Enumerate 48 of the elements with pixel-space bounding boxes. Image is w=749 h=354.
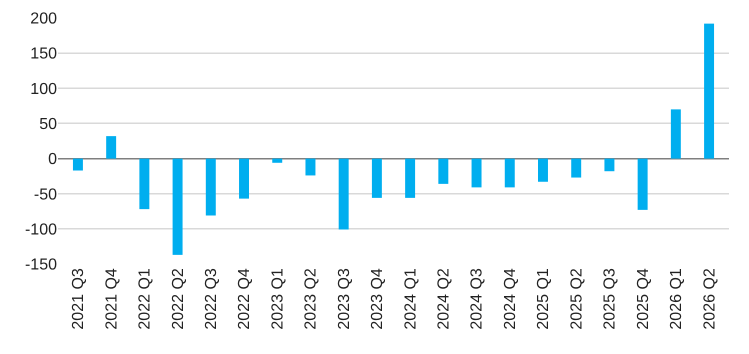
bar <box>272 158 282 163</box>
bar <box>504 158 515 188</box>
bar <box>405 158 416 198</box>
bar <box>72 158 83 171</box>
x-tick-label: 2022 Q4 <box>236 268 254 330</box>
x-tick-label: 2025 Q3 <box>602 268 619 330</box>
bar <box>571 158 582 178</box>
y-tick-label: -50 <box>34 186 58 204</box>
x-tick-label: 2026 Q1 <box>668 268 686 330</box>
bar <box>604 158 614 172</box>
x-tick-label: 2024 Q2 <box>436 268 453 330</box>
x-tick-label: 2021 Q4 <box>103 268 120 330</box>
bar <box>106 136 116 159</box>
bar <box>638 158 648 210</box>
bar <box>472 158 482 188</box>
x-tick-label: 2022 Q2 <box>170 268 187 330</box>
bar <box>206 158 216 216</box>
x-tick-label: 2024 Q1 <box>402 268 420 330</box>
bar <box>704 24 714 159</box>
bar <box>305 158 316 176</box>
x-tick-label: 2022 Q1 <box>136 268 154 330</box>
bar <box>139 158 150 210</box>
bar <box>438 158 448 184</box>
x-tick-label: 2025 Q1 <box>535 268 552 330</box>
x-tick-label: 2021 Q3 <box>70 268 88 330</box>
x-tick-label: 2023 Q4 <box>369 268 386 330</box>
y-tick-label: -150 <box>24 256 58 274</box>
bar <box>372 158 382 198</box>
bar <box>538 158 548 182</box>
y-tick-label: 50 <box>39 116 58 134</box>
x-tick-label: 2022 Q3 <box>203 268 220 330</box>
bar <box>338 158 349 230</box>
x-tick-label: 2026 Q2 <box>701 268 718 330</box>
x-tick-label: 2025 Q2 <box>568 268 586 330</box>
x-tick-label: 2023 Q1 <box>269 268 286 330</box>
y-tick-label: -100 <box>24 221 58 238</box>
x-tick-label: 2025 Q4 <box>634 268 652 330</box>
bar <box>670 109 681 159</box>
y-tick-label: 200 <box>30 10 58 28</box>
bar <box>172 158 183 255</box>
bar <box>239 158 249 199</box>
x-tick-label: 2024 Q3 <box>468 268 486 330</box>
y-tick-label: 100 <box>30 80 58 98</box>
x-tick-label: 2023 Q3 <box>336 268 353 330</box>
y-tick-label: 0 <box>48 151 58 168</box>
y-tick-label: 150 <box>30 46 58 63</box>
x-tick-label: 2023 Q2 <box>302 268 320 330</box>
x-tick-label: 2024 Q4 <box>502 268 519 330</box>
